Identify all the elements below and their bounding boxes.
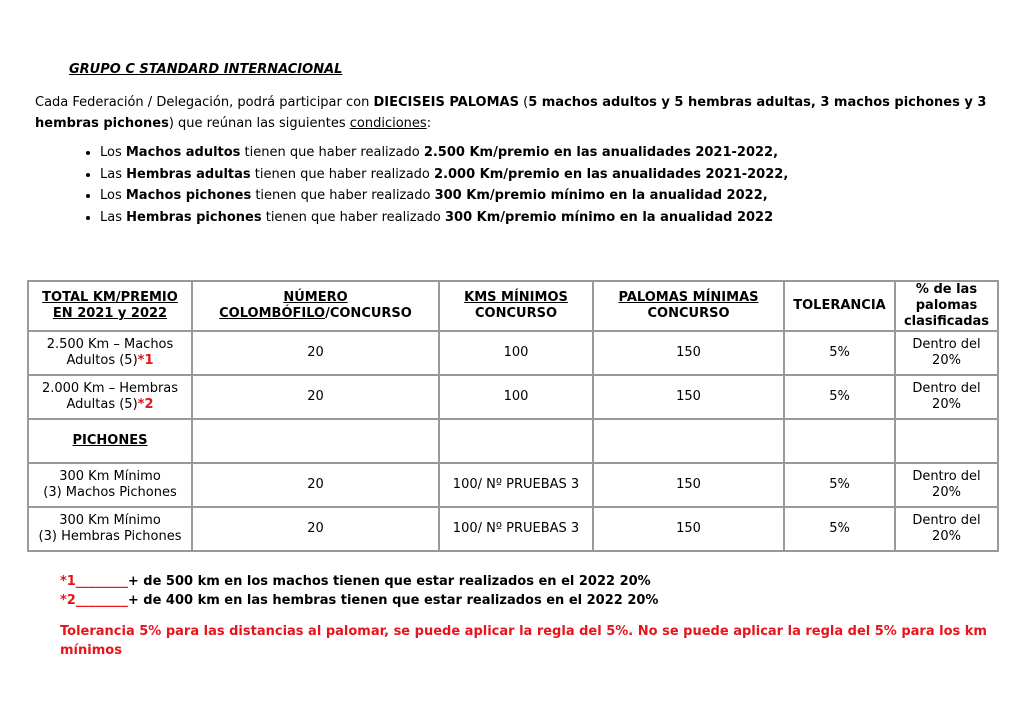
header-kms-minimos: KMS MÍNIMOS CONCURSO <box>438 280 594 332</box>
requirements-table: TOTAL KM/PREMIO EN 2021 y 2022 NÚMERO COLO… <box>27 280 999 552</box>
intro-underlined: condiciones <box>349 116 427 131</box>
intro-bold: DIECISEIS PALOMAS <box>373 95 519 110</box>
intro-text: ( <box>518 95 529 110</box>
intro-bold: 5 machos adultos y 5 hembras adultas, 3 … <box>35 95 987 131</box>
header-tolerancia: TOLERANCIA <box>783 280 896 332</box>
table-row: 2.000 Km – Hembras Adultas (5)*2 20 100 150… <box>27 374 999 420</box>
document-title: GRUPO C STANDARD INTERNACIONAL <box>69 62 343 77</box>
header-numero: NÚMERO COLOMBÓFILO/CONCURSO <box>191 280 440 332</box>
table-section-row: PICHONES <box>27 418 999 464</box>
condition-item: Los Machos pichones tienen que haber rea… <box>100 185 788 207</box>
intro-paragraph: Cada Federación / Delegación, podrá part… <box>35 92 995 134</box>
header-porcentaje: % de las palomas clasificadas <box>894 280 999 332</box>
header-total-km: TOTAL KM/PREMIO EN 2021 y 2022 <box>27 280 193 332</box>
footnote: *1________+ de 500 km en los machos tien… <box>60 574 651 589</box>
conditions-list: Los Machos adultos tienen que haber real… <box>62 142 788 228</box>
footnotes: *1________+ de 500 km en los machos tien… <box>60 572 658 610</box>
footnote: *2________+ de 400 km en las hembras tie… <box>60 593 659 608</box>
intro-text: ) que reúnan las siguientes <box>168 116 350 131</box>
table-row: 300 Km Mínimo (3) Machos Pichones 20 100/ … <box>27 462 999 508</box>
condition-item: Las Hembras pichones tienen que haber re… <box>100 207 788 229</box>
condition-item: Los Machos adultos tienen que haber real… <box>100 142 788 164</box>
table-row: 2.500 Km – Machos Adultos (5)*1 20 100 150 5… <box>27 330 999 376</box>
intro-text: Cada Federación / Delegación, podrá part… <box>35 95 374 110</box>
header-palomas-minimas: PALOMAS MÍNIMAS CONCURSO <box>592 280 785 332</box>
table-header-row: TOTAL KM/PREMIO EN 2021 y 2022 NÚMERO COLO… <box>27 280 999 332</box>
intro-text: : <box>426 116 432 131</box>
table-row: 300 Km Mínimo (3) Hembras Pichones 20 100/… <box>27 506 999 552</box>
condition-item: Las Hembras adultas tienen que haber rea… <box>100 164 788 186</box>
tolerance-note: Tolerancia 5% para las distancias al pal… <box>60 624 987 658</box>
